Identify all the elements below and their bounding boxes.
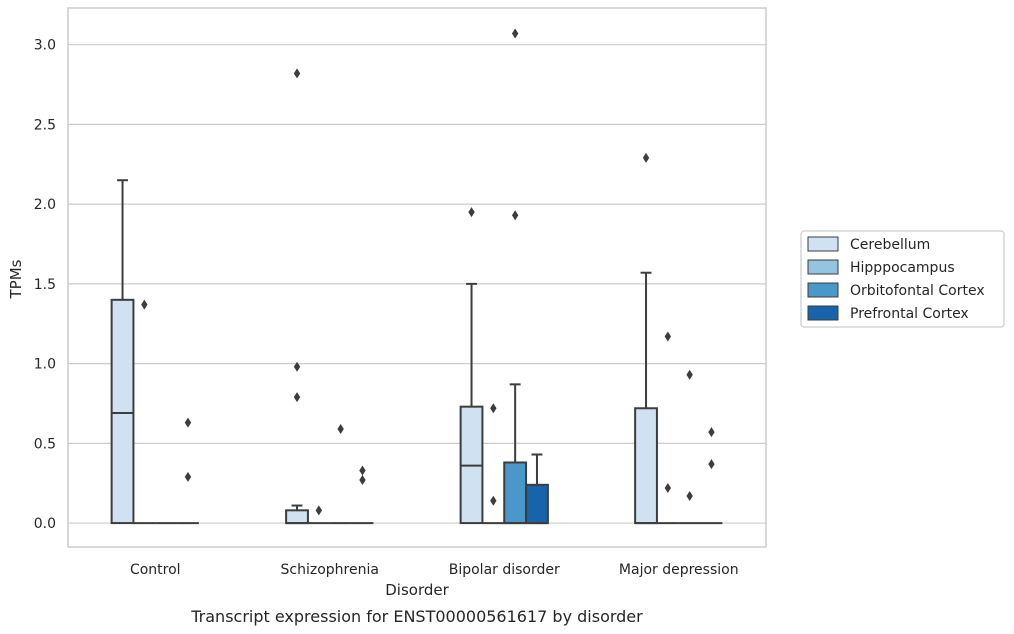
outlier-point — [708, 459, 715, 470]
outlier-point — [664, 331, 672, 342]
box-orbitofontal-cortex — [503, 28, 528, 525]
outlier-point — [359, 465, 366, 476]
outlier-point — [490, 495, 497, 506]
outlier-point — [686, 369, 693, 380]
outlier-point — [293, 392, 301, 403]
box-hipppocampus — [482, 403, 505, 525]
legend-label: Cerebellum — [850, 237, 930, 253]
x-tick-label: Bipolar disorder — [449, 562, 560, 578]
legend-frame — [800, 230, 1005, 328]
legend-swatch — [807, 236, 839, 252]
outlier-point — [468, 207, 475, 218]
outlier-point — [184, 471, 192, 482]
grid-lines — [68, 44, 766, 524]
plot-frame — [67, 7, 767, 548]
box-hipppocampus — [307, 505, 330, 525]
y-tick-label: 2.5 — [34, 117, 56, 133]
y-tick-label: 1.5 — [34, 277, 56, 293]
box — [285, 509, 309, 525]
box-hipppocampus — [656, 331, 679, 525]
outlier-point — [337, 423, 344, 434]
box-prefrontal-cortex — [700, 427, 723, 525]
y-tick-label: 3.0 — [34, 38, 56, 54]
outlier-point — [293, 68, 301, 79]
box-orbitofontal-cortex — [329, 423, 352, 525]
box — [525, 483, 549, 525]
box — [634, 407, 658, 525]
outlier-point — [642, 152, 650, 163]
outlier-point — [490, 403, 497, 414]
box-prefrontal-cortex — [177, 417, 199, 525]
outlier-point — [511, 210, 519, 221]
y-tick-label: 0.0 — [34, 516, 56, 532]
box — [503, 461, 528, 525]
y-tick-label: 1.0 — [34, 357, 56, 373]
x-tick-label: Schizophrenia — [281, 562, 379, 578]
legend-label: Hipppocampus — [850, 260, 955, 276]
x-tick-label: Control — [130, 562, 181, 578]
legend-swatch — [807, 305, 839, 321]
legend-label: Prefrontal Cortex — [850, 306, 969, 322]
box-plots — [110, 28, 723, 525]
box-hipppocampus — [133, 299, 156, 525]
outlier-point — [293, 361, 301, 372]
legend-swatch — [807, 259, 839, 275]
legend-label: Orbitofontal Cortex — [850, 283, 985, 299]
chart-caption: Transcript expression for ENST0000056161… — [190, 607, 643, 626]
x-tick-label: Major depression — [619, 562, 739, 578]
box-cerebellum — [634, 152, 658, 525]
box-cerebellum — [285, 68, 309, 525]
outlier-point — [315, 505, 323, 516]
outlier-point — [664, 482, 672, 493]
y-tick-label: 2.0 — [34, 197, 56, 213]
box-prefrontal-cortex — [525, 453, 549, 525]
outlier-point — [686, 490, 693, 501]
box-cerebellum — [459, 207, 484, 525]
y-axis-ticks: 0.0 0.5 1.0 1.5 2.0 2.5 3.0 — [34, 38, 56, 532]
box-orbitofontal-cortex — [678, 369, 701, 525]
legend-items: Cerebellum Hipppocampus Orbitofontal Corte… — [807, 236, 985, 322]
outlier-point — [184, 417, 192, 428]
box-cerebellum — [110, 179, 135, 525]
legend-swatch — [807, 282, 839, 298]
legend: Cerebellum Hipppocampus Orbitofontal Corte… — [800, 230, 1005, 328]
y-axis-label: TPMs — [7, 259, 25, 299]
box — [110, 298, 135, 525]
x-axis-label: Disorder — [385, 581, 449, 599]
outlier-point — [708, 427, 715, 438]
outlier-point — [141, 299, 148, 310]
x-axis-ticks: Control Schizophrenia Bipolar disorder Majo… — [130, 562, 739, 578]
outlier-point — [511, 28, 519, 39]
outlier-point — [359, 475, 366, 486]
box-prefrontal-cortex — [351, 465, 374, 525]
y-tick-label: 0.5 — [34, 436, 56, 452]
